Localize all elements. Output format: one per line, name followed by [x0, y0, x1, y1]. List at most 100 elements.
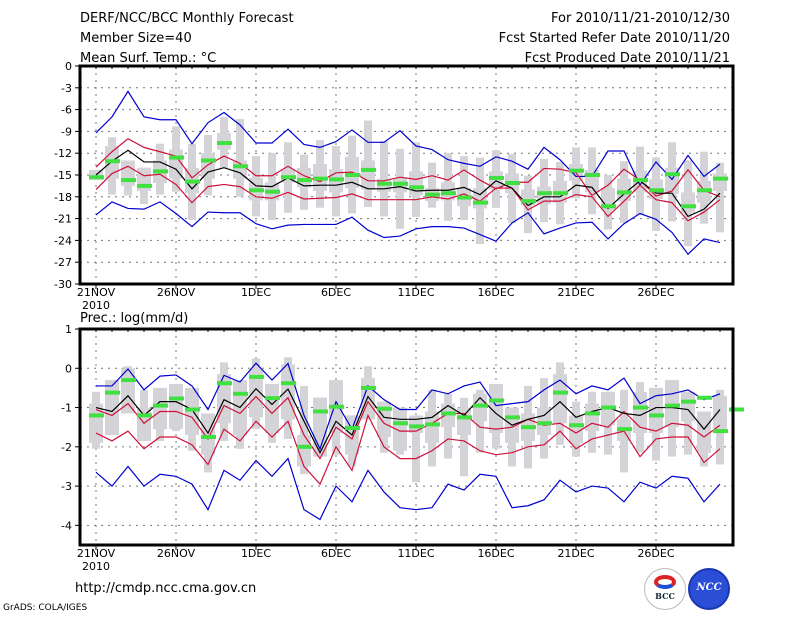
x-tick-label: 21NOV — [77, 286, 116, 299]
header-left: DERF/NCC/BCC Monthly Forecast Member Siz… — [80, 10, 294, 70]
median-marker — [473, 403, 488, 408]
median-marker — [489, 175, 504, 180]
y-tick-label: -21 — [54, 213, 72, 226]
ncc-logo: NCC — [688, 568, 730, 610]
median-marker — [137, 183, 152, 188]
median-marker — [329, 404, 344, 409]
median-marker — [377, 406, 392, 411]
series-line-max — [96, 362, 721, 451]
median-marker — [713, 429, 728, 434]
y-tick-label: -1 — [61, 402, 72, 415]
quartile-box — [457, 407, 471, 436]
bcc-logo-text: BCC — [655, 591, 675, 601]
median-marker — [617, 190, 632, 195]
median-marker — [105, 390, 120, 395]
median-marker — [169, 155, 184, 160]
median-marker — [169, 396, 184, 401]
quartile-box — [201, 153, 215, 179]
y-tick-label: -2 — [61, 441, 72, 454]
median-marker — [601, 204, 616, 209]
quartile-box — [297, 435, 311, 467]
median-marker — [329, 177, 344, 182]
median-marker — [489, 398, 504, 403]
x-tick-label: 6DEC — [321, 547, 351, 560]
median-marker — [537, 191, 552, 196]
x-tick-sublabel: 2010 — [82, 299, 110, 312]
quartile-box — [681, 391, 695, 422]
y-tick-label: -15 — [54, 169, 72, 182]
median-marker — [473, 200, 488, 205]
whisker-bar — [300, 385, 308, 475]
variable-label: Mean Surf. Temp.: °C — [80, 51, 217, 66]
series-line-lower — [95, 165, 721, 222]
quartile-box — [713, 173, 727, 191]
y-tick-label: -30 — [54, 278, 72, 291]
median-marker — [553, 191, 568, 196]
median-marker — [361, 385, 376, 390]
median-marker — [681, 204, 696, 209]
y-tick-label: -3 — [61, 480, 72, 493]
quartile-box — [425, 411, 439, 443]
forecast-period: For 2010/11/21-2010/12/30 — [551, 11, 730, 26]
quartile-box — [249, 368, 263, 418]
median-marker — [137, 413, 152, 418]
median-marker — [233, 164, 248, 169]
median-marker — [457, 195, 472, 200]
median-marker — [601, 405, 616, 410]
median-marker — [217, 141, 232, 146]
median-marker — [585, 173, 600, 177]
quartile-box — [153, 387, 167, 430]
median-marker — [313, 176, 328, 181]
series-line-upper — [95, 137, 721, 198]
median-marker — [265, 396, 280, 401]
series-line-min — [95, 457, 721, 521]
median-marker — [521, 425, 536, 430]
panel-title: Prec.: log(mm/d) — [80, 311, 188, 326]
median-marker — [697, 188, 712, 193]
y-tick-label: -12 — [54, 147, 72, 160]
plot-frame — [78, 64, 735, 286]
plot-frame — [78, 327, 735, 547]
y-tick-label: -6 — [61, 104, 72, 117]
median-marker — [457, 415, 472, 420]
median-marker — [569, 423, 584, 428]
y-tick-label: -9 — [61, 125, 72, 138]
median-marker — [345, 173, 360, 177]
median-marker — [233, 391, 248, 396]
whisker-bar — [684, 391, 692, 455]
median-marker — [505, 180, 520, 185]
quartile-box — [713, 395, 727, 430]
median-marker — [153, 403, 168, 408]
median-marker — [185, 179, 200, 184]
quartile-box — [137, 407, 151, 441]
x-tick-label: 1DEC — [241, 547, 271, 560]
header-right: For 2010/11/21-2010/12/30 Fcst Started R… — [499, 10, 730, 70]
x-tick-label: 26DEC — [637, 286, 674, 299]
series-line-max — [95, 90, 721, 187]
quartile-box — [697, 411, 711, 453]
median-marker — [441, 411, 456, 416]
median-marker — [345, 425, 360, 430]
median-marker — [425, 422, 440, 427]
median-marker — [89, 175, 104, 180]
median-marker — [105, 159, 120, 164]
median-marker — [297, 444, 312, 449]
series-line-mean — [95, 387, 721, 455]
median-marker — [425, 192, 440, 197]
y-tick-label: 0 — [65, 362, 72, 375]
source-url[interactable]: http://cmdp.ncc.cma.gov.cn — [75, 581, 257, 596]
x-tick-label: 11DEC — [397, 286, 434, 299]
bcc-swirl-icon — [654, 575, 676, 589]
quartile-box — [409, 415, 423, 434]
ncc-logo-text: NCC — [696, 582, 722, 593]
forecast-produced-date: Fcst Produced Date 2010/11/21 — [524, 51, 730, 66]
quartile-box — [489, 383, 503, 434]
x-tick-label: 16DEC — [477, 547, 514, 560]
median-marker — [297, 178, 312, 183]
median-marker — [553, 390, 568, 395]
median-marker — [201, 158, 216, 163]
y-tick-label: 0 — [65, 60, 72, 73]
median-marker — [265, 189, 280, 194]
median-marker — [649, 188, 664, 193]
median-marker — [617, 427, 632, 432]
